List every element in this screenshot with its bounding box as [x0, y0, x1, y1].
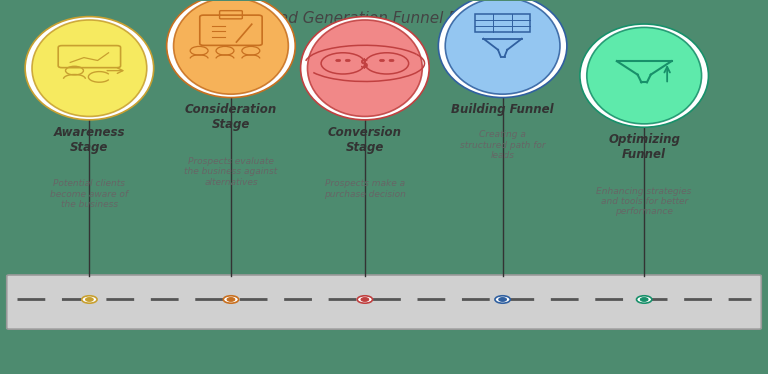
Circle shape	[379, 59, 385, 62]
Text: Lead Generation Funnel Process: Lead Generation Funnel Process	[261, 10, 507, 25]
Circle shape	[346, 59, 350, 62]
Ellipse shape	[32, 20, 147, 116]
Text: Potential clients
become aware of
the business: Potential clients become aware of the bu…	[51, 179, 128, 209]
Ellipse shape	[445, 0, 560, 94]
Ellipse shape	[174, 0, 288, 94]
Text: Prospects evaluate
the business against
alternatives: Prospects evaluate the business against …	[184, 157, 277, 187]
Circle shape	[227, 298, 235, 301]
Circle shape	[85, 298, 93, 301]
Text: $: $	[360, 58, 369, 71]
Circle shape	[336, 59, 341, 62]
Text: Consideration
Stage: Consideration Stage	[185, 104, 277, 132]
Text: Prospects make a
purchase decision: Prospects make a purchase decision	[324, 179, 406, 199]
Text: Optimizing
Funnel: Optimizing Funnel	[608, 133, 680, 161]
Text: Awareness
Stage: Awareness Stage	[54, 126, 125, 154]
Circle shape	[357, 296, 372, 303]
Ellipse shape	[439, 0, 567, 98]
Circle shape	[637, 296, 652, 303]
Ellipse shape	[587, 27, 701, 124]
Text: Creating a
structured path for
leads: Creating a structured path for leads	[460, 130, 545, 160]
Circle shape	[81, 296, 97, 303]
FancyBboxPatch shape	[7, 275, 761, 329]
Ellipse shape	[167, 0, 295, 98]
Bar	[475, 14, 530, 33]
Circle shape	[361, 298, 369, 301]
Circle shape	[495, 296, 510, 303]
Circle shape	[498, 298, 506, 301]
Text: Enhancing strategies
and tools for better
performance: Enhancing strategies and tools for bette…	[597, 187, 692, 217]
Text: Building Funnel: Building Funnel	[452, 104, 554, 116]
Ellipse shape	[307, 20, 422, 116]
Ellipse shape	[25, 16, 154, 120]
Circle shape	[641, 298, 648, 301]
Text: Conversion
Stage: Conversion Stage	[328, 126, 402, 154]
Ellipse shape	[580, 24, 708, 127]
Ellipse shape	[300, 16, 429, 120]
Circle shape	[389, 59, 394, 62]
Circle shape	[223, 296, 239, 303]
